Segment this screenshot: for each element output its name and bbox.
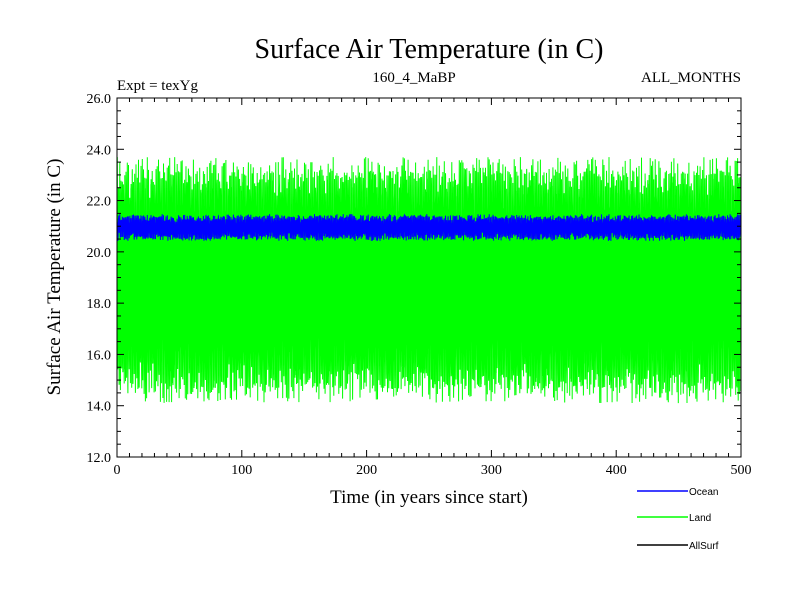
x-tick-label: 500	[731, 463, 752, 478]
chart-subtitle-months: ALL_MONTHS	[641, 70, 741, 86]
series-line-land	[116, 157, 742, 404]
x-axis-label: Time (in years since start)	[330, 487, 528, 508]
x-tick-label: 0	[114, 463, 121, 478]
x-tick-label: 400	[606, 463, 627, 478]
y-tick-label: 18.0	[87, 297, 112, 312]
y-tick-label: 20.0	[87, 246, 112, 261]
chart-subtitle-experiment: Expt = texYg	[117, 78, 198, 94]
y-tick-label: 12.0	[87, 451, 112, 466]
y-tick-label: 24.0	[87, 143, 112, 158]
x-tick-label: 300	[481, 463, 502, 478]
series-layer	[116, 157, 742, 404]
series-line-ocean	[116, 213, 742, 241]
chart-title: Surface Air Temperature (in C)	[255, 34, 604, 65]
x-tick-label: 200	[356, 463, 377, 478]
legend: Ocean Land AllSurf	[637, 487, 719, 552]
y-axis-label: Surface Air Temperature (in C)	[44, 159, 65, 396]
legend-label-land: Land	[689, 513, 711, 524]
chart-subtitle-period: 160_4_MaBP	[372, 70, 455, 86]
y-tick-label: 14.0	[87, 400, 112, 415]
x-axis-ticks: 0 100 200 300 400 500	[114, 98, 752, 478]
legend-label-ocean: Ocean	[689, 487, 718, 498]
y-tick-label: 26.0	[87, 92, 112, 107]
y-tick-label: 22.0	[87, 195, 112, 210]
x-tick-label: 100	[231, 463, 252, 478]
y-axis-ticks: 12.0 14.0 16.0 18.0 20.0 22.0 24.0 26.0	[87, 92, 741, 466]
y-tick-label: 16.0	[87, 348, 112, 363]
legend-label-allsurf: AllSurf	[689, 541, 719, 552]
